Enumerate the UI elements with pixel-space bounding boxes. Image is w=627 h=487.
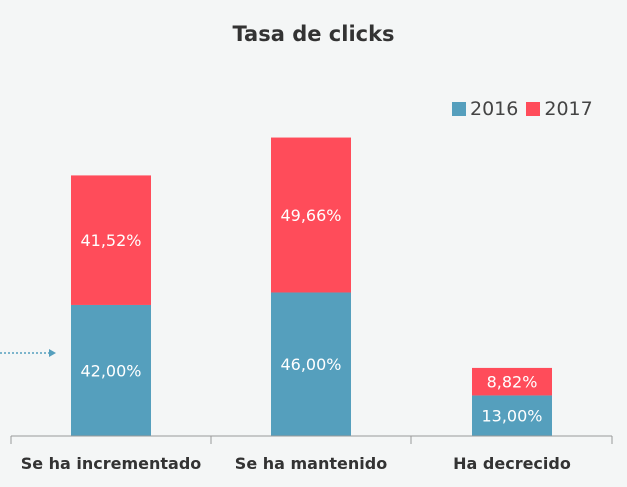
bar-2017-1[interactable]: [271, 137, 351, 293]
legend-swatch-2016: [452, 102, 466, 116]
category-labels: Se ha incrementado Se ha mantenido Ha decr…: [21, 454, 571, 473]
bar-2016-0[interactable]: [71, 304, 151, 436]
bar-2017-0[interactable]: [71, 175, 151, 305]
legend-swatch-2017: [526, 102, 541, 116]
category-label-1: Se ha mantenido: [235, 454, 387, 473]
x-axis: [10, 435, 613, 444]
category-label-0: Se ha incrementado: [21, 454, 202, 473]
chart-title: Tasa de clicks: [232, 22, 395, 46]
bar-2016-1[interactable]: [271, 292, 351, 436]
bar-2017-2[interactable]: [472, 367, 552, 396]
bars-group: 42,00% 41,52% 46,00% 49,66% 13,00% 8,82%: [71, 137, 552, 436]
bar-label-2017-2: 8,82%: [487, 373, 538, 392]
bar-label-2017-1: 49,66%: [280, 206, 341, 225]
annotation-arrow: [0, 349, 56, 357]
legend: 2016 2017: [452, 98, 601, 120]
bar-label-2016-2: 13,00%: [481, 407, 542, 426]
legend-label-2017: 2017: [544, 98, 593, 120]
bar-label-2017-0: 41,52%: [80, 231, 141, 250]
bar-2016-2[interactable]: [472, 395, 552, 436]
bar-label-2016-1: 46,00%: [280, 355, 341, 374]
category-label-2: Ha decrecido: [453, 454, 571, 473]
bar-label-2016-0: 42,00%: [80, 361, 141, 380]
legend-item-2016[interactable]: 2016: [452, 98, 518, 120]
legend-item-2017[interactable]: 2017: [526, 98, 593, 120]
legend-label-2016: 2016: [470, 98, 519, 120]
